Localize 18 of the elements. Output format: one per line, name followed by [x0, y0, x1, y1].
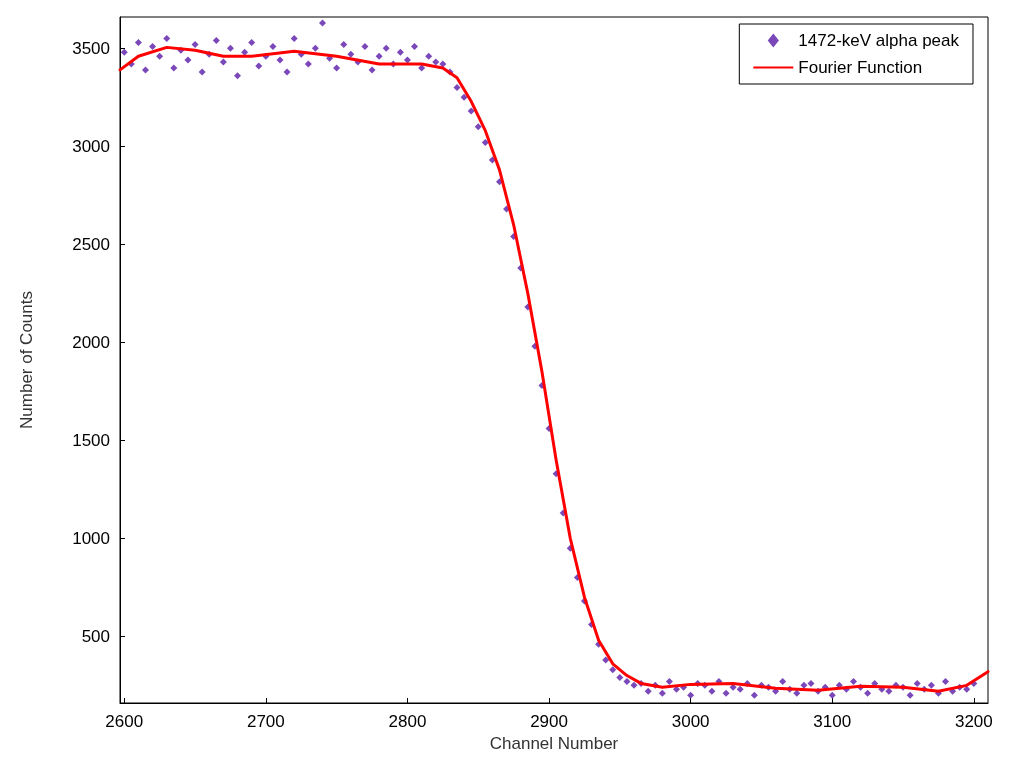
legend-label: 1472-keV alpha peak — [798, 31, 960, 50]
y-axis-title: Number of Counts — [17, 291, 36, 429]
x-tick-label: 3000 — [671, 712, 710, 731]
y-tick-label: 2000 — [72, 332, 110, 352]
x-tick-label: 2700 — [246, 712, 285, 731]
legend-label: Fourier Function — [798, 58, 923, 77]
x-tick-label: 2800 — [388, 712, 427, 731]
y-tick-label: 3500 — [72, 38, 110, 58]
y-tick-label: 3000 — [72, 136, 110, 156]
x-tick-label: 3100 — [813, 712, 852, 731]
x-tick-label: 2600 — [105, 712, 144, 731]
x-tick-label: 3200 — [954, 712, 993, 731]
y-tick-label: 2500 — [72, 234, 110, 254]
y-tick-label: 500 — [81, 626, 110, 646]
y-tick-label: 1000 — [72, 528, 110, 548]
x-axis-title: Channel Number — [489, 733, 619, 753]
x-tick-label: 2900 — [530, 712, 568, 731]
y-tick-label: 1500 — [72, 430, 110, 450]
